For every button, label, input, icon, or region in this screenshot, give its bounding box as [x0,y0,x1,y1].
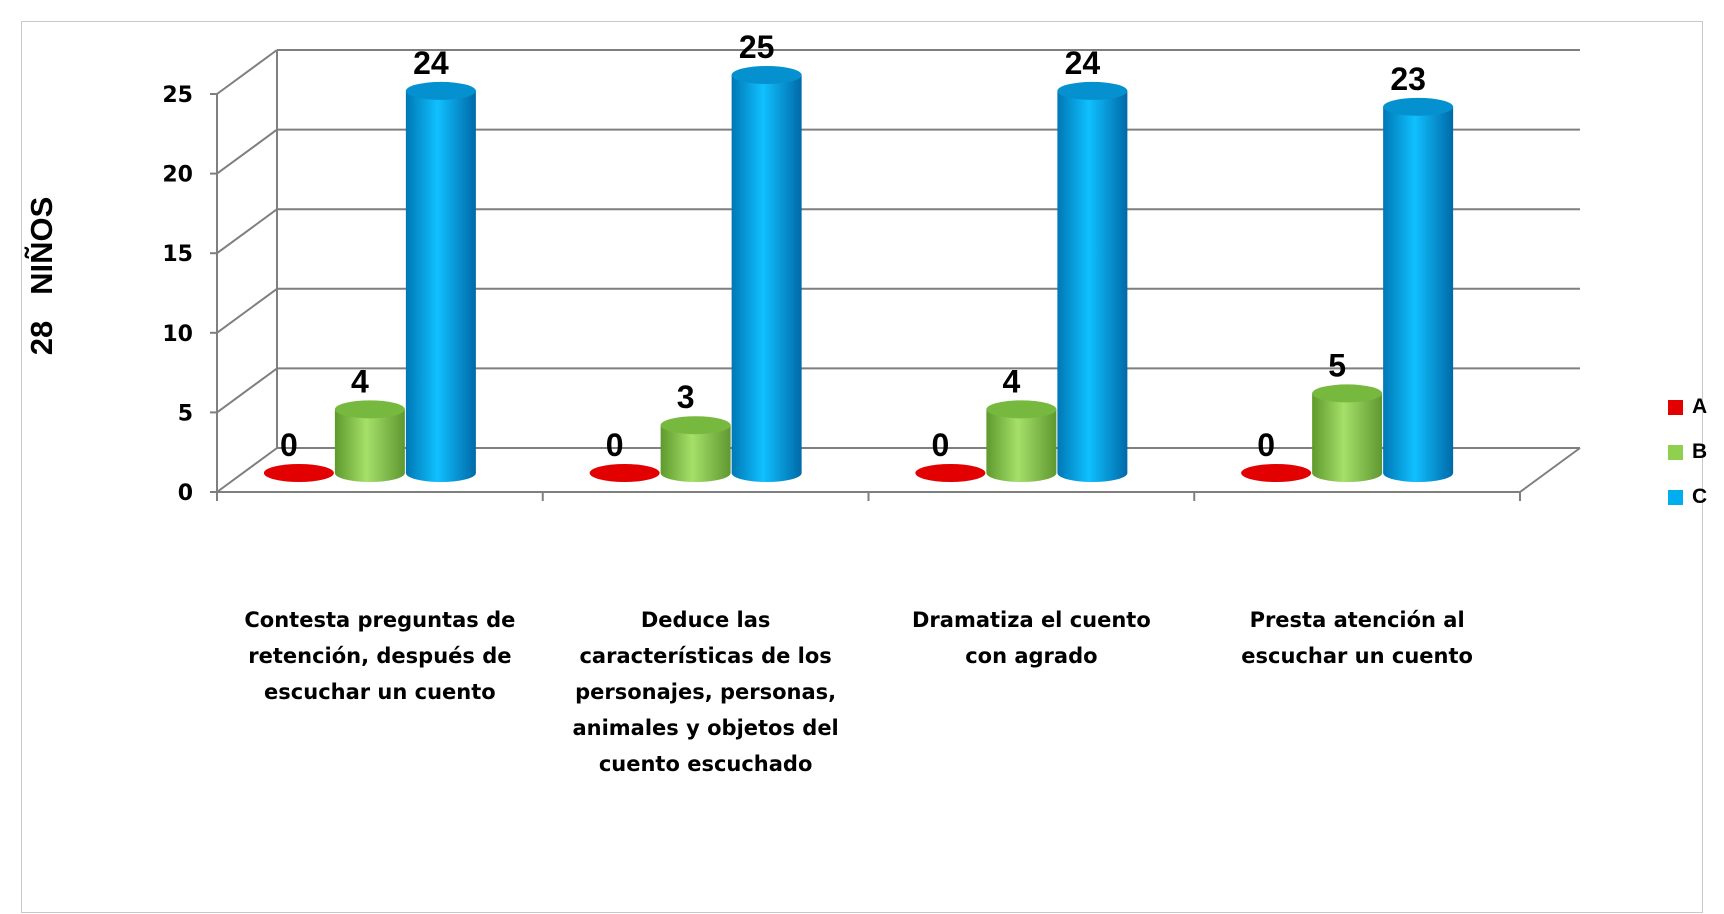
legend-item-b: B [1668,435,1707,469]
legend-label-b: B [1692,440,1708,463]
x-category-label-4: Presta atención al escuchar un cuento [1207,602,1507,674]
bar-b-3 [986,409,1057,482]
x-category-label-line: con agrado [965,644,1098,668]
gridline-depth-15 [216,208,278,255]
legend: A B C [1668,390,1707,525]
legend-swatch-b [1668,444,1683,460]
bar-a-4 [1241,464,1312,482]
x-category-label-line: animales y objetos del [572,716,839,740]
data-label-b-3: 4 [1002,363,1020,399]
legend-item-c: C [1668,480,1707,514]
y-tick-label: 0 [178,481,193,506]
legend-item-a: A [1668,390,1707,424]
floor-right-edge [1519,447,1581,493]
x-category-label-3: Dramatiza el cuento con agrado [881,602,1181,674]
gridline-depth-25 [216,49,278,95]
x-category-label-line: Dramatiza el cuento [911,608,1151,632]
bar-c-1 [405,90,476,483]
bar-cap-b-2 [660,416,731,435]
data-label-a-2: 0 [606,427,624,463]
x-category-label-line: escuchar un cuento [264,680,496,704]
gridline-depth-0 [216,447,278,493]
x-category-label-line: características de los [579,644,832,668]
x-category-label-line: retención, después de [248,644,512,668]
x-category-label-line: Presta atención al [1249,608,1465,632]
gridline-depth-10 [216,287,278,334]
bar-c-2 [731,75,802,482]
bar-b-2 [660,425,731,482]
bar-b-1 [334,409,405,482]
bar-a-3 [915,464,986,482]
data-label-b-4: 5 [1328,347,1346,383]
gridline-depth-5 [216,367,278,414]
bar-cap-b-3 [986,400,1057,419]
data-label-c-2: 25 [739,29,775,65]
x-category-label-line: personajes, personas, [575,680,837,704]
data-label-a-1: 0 [280,427,298,463]
gridline-depth-20 [216,128,278,175]
legend-swatch-a [1668,399,1683,415]
x-category-label-line: cuento escuchado [598,752,813,776]
data-label-c-3: 24 [1065,45,1101,81]
bar-cap-c-2 [731,66,802,84]
y-tick-label: 15 [162,242,193,267]
x-category-label-1: Contesta preguntas de retención, después … [230,602,530,710]
bar-cap-c-3 [1057,81,1128,100]
bar-c-4 [1383,106,1454,482]
bar-c-3 [1057,90,1128,483]
data-label-c-4: 23 [1390,61,1426,97]
x-category-label-line: Deduce las [640,608,771,632]
x-category-label-line: Contesta preguntas de [244,608,516,632]
legend-swatch-c [1668,489,1683,505]
y-axis-title: 28 NIÑOS [24,196,59,356]
bar-cap-c-1 [405,81,476,100]
bar-b-4 [1312,393,1383,482]
bar-cap-c-4 [1383,97,1454,116]
x-category-label-2: Deduce las características de los personaj… [556,602,856,782]
bar-cap-b-4 [1312,384,1383,403]
x-category-label-line: escuchar un cuento [1241,644,1473,668]
bar-a-2 [589,464,660,482]
data-label-a-3: 0 [931,427,949,463]
data-label-b-1: 4 [351,363,369,399]
data-label-a-4: 0 [1257,427,1275,463]
y-tick-label: 25 [162,83,193,108]
bar-a-1 [263,464,334,482]
bar-cap-b-1 [334,400,405,419]
legend-label-c: C [1692,485,1708,508]
y-tick-label: 20 [162,163,193,188]
legend-label-a: A [1692,395,1708,418]
y-tick-label: 5 [178,401,193,426]
data-label-c-1: 24 [413,45,449,81]
chart-frame [21,21,1703,913]
y-tick-label: 10 [162,322,193,347]
data-label-b-2: 3 [677,379,695,415]
